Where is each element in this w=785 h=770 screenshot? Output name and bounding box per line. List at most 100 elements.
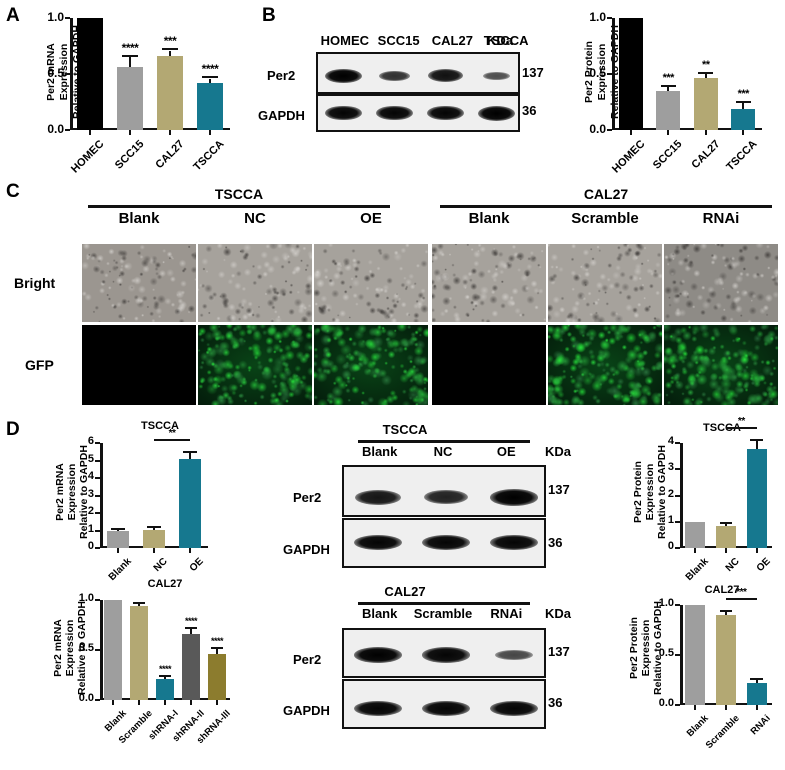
- blot-band: [424, 490, 468, 505]
- y-tick-mark: [675, 442, 680, 444]
- error-bar-cap: [121, 55, 139, 58]
- panel-d-cal27-kda-per2: 137: [548, 644, 570, 659]
- blot-band: [353, 534, 403, 551]
- x-tick-mark: [755, 705, 758, 710]
- panel-a-letter: A: [6, 5, 20, 26]
- panel-d-cal27-mrna-xticklabels: Blank Scramble shRNA-I shRNA-II shRNA-III: [100, 702, 245, 752]
- panel-d-cal27-protein-title: CAL27: [704, 584, 740, 596]
- y-axis: [70, 18, 73, 130]
- panel-c-rule-tscca: [88, 205, 390, 208]
- panel-d-cal27-row-label-gapdh: GAPDH: [283, 703, 330, 718]
- y-tick-label: 0.0: [78, 692, 94, 704]
- error-bar: [190, 629, 192, 634]
- panel-d-cal27-mrna-chart: **** **** ****: [95, 599, 230, 705]
- error-bar-cap: [161, 48, 179, 51]
- blot-lane-label: TSCCA: [483, 33, 529, 48]
- significance-bracket: [726, 426, 757, 429]
- panel-c-brightfield-image: [198, 244, 312, 322]
- panel-d-cal27-blot-per2: [342, 628, 546, 678]
- panel-d-tscca-protein-chart: **: [675, 416, 772, 553]
- panel-d-tscca-row-label-per2: Per2: [293, 490, 322, 505]
- y-tick-mark: [95, 599, 100, 601]
- significance-marker: ***: [163, 34, 177, 49]
- y-tick-label: 5: [87, 452, 94, 465]
- panel-d-cal27-protein-yticks: 0.0 0.5 1.0: [648, 598, 680, 709]
- y-tick-mark: [675, 547, 680, 549]
- y-tick-label: 0.5: [47, 66, 64, 80]
- panel-c-gfp-image: [82, 325, 196, 405]
- error-bar: [667, 87, 670, 91]
- y-tick-label: 0: [667, 540, 674, 552]
- blot-band: [489, 488, 539, 506]
- y-tick-mark: [675, 468, 680, 471]
- y-tick-mark: [607, 17, 612, 19]
- significance-marker: ****: [158, 663, 172, 674]
- significance-marker: ***: [737, 88, 750, 101]
- error-bar-cap: [698, 72, 714, 74]
- panel-a-chart: **** *** ****: [65, 17, 230, 135]
- panel-b-blot-per2: [316, 52, 520, 94]
- error-bar: [117, 530, 119, 532]
- y-tick-mark: [95, 699, 100, 701]
- y-tick-label: 0: [87, 540, 94, 552]
- panel-c-brightfield-image: [82, 244, 196, 322]
- error-bar: [189, 452, 191, 460]
- x-tick-mark: [138, 700, 140, 705]
- y-axis: [612, 18, 615, 130]
- panel-b-chart: *** ** ***: [607, 17, 762, 135]
- error-bar-cap: [719, 610, 733, 612]
- error-bar-cap: [719, 522, 733, 525]
- panel-c-column-label: OE: [360, 210, 382, 227]
- bar-homec: [77, 18, 103, 130]
- error-bar: [216, 649, 218, 654]
- bar-oe: [179, 459, 201, 548]
- significance-bracket: [726, 598, 757, 600]
- y-tick-label: 0.5: [658, 647, 674, 659]
- panel-c-gfp-image: [314, 325, 428, 405]
- y-tick-mark: [675, 654, 680, 656]
- x-tick-mark: [164, 700, 166, 705]
- y-axis: [680, 443, 683, 548]
- error-bar-cap: [133, 602, 145, 604]
- bar-scc15: [117, 67, 143, 130]
- panel-d-tscca-row-label-gapdh: GAPDH: [283, 542, 330, 557]
- bar-blank: [685, 605, 706, 705]
- y-tick-mark: [675, 520, 680, 523]
- blot-band: [325, 68, 362, 83]
- panel-c-gfp-image: [198, 325, 312, 405]
- y-tick-label: 0.0: [47, 122, 64, 136]
- panel-b-kda-header: KDa: [487, 33, 514, 48]
- panel-d-cal27-row-label-per2: Per2: [293, 652, 322, 667]
- panel-d-tscca-protein-title: TSCCA: [703, 422, 741, 434]
- y-tick-mark: [95, 494, 100, 497]
- blot-band: [353, 647, 403, 663]
- bar-nc: [716, 525, 736, 548]
- bar-shrna-iii: [208, 654, 226, 700]
- y-tick-label: 3: [87, 487, 94, 500]
- significance-marker: **: [737, 415, 745, 427]
- blot-band: [489, 534, 539, 551]
- bar-shrna-i: [156, 679, 174, 700]
- bar-blank: [104, 600, 122, 700]
- panel-d-cal27-protein-chart: ***: [675, 588, 772, 710]
- panel-d-cal27-mrna-yticks: 0.0 0.5 1.0: [66, 593, 100, 704]
- error-bar: [742, 103, 745, 109]
- error-bar: [153, 527, 155, 530]
- significance-marker: ***: [736, 587, 747, 598]
- panel-d-letter: D: [6, 419, 20, 440]
- blot-lane-label: HOMEC: [320, 33, 370, 48]
- blot-lane-label: OE: [496, 444, 516, 459]
- error-bar-cap: [750, 678, 764, 680]
- panel-d-tscca-lane-labels: Blank NC OE: [348, 444, 538, 460]
- blot-band: [421, 700, 471, 717]
- blot-band: [495, 649, 533, 661]
- blot-band: [428, 69, 463, 83]
- x-tick-mark: [704, 130, 707, 135]
- blot-band: [379, 70, 410, 82]
- significance-marker: ****: [121, 41, 139, 56]
- error-bar-cap: [182, 450, 198, 453]
- panel-c-letter: C: [6, 181, 20, 202]
- y-tick-label: 1.0: [47, 10, 64, 24]
- y-tick-label: 2: [87, 505, 94, 517]
- panel-d-tscca-protein-ylabel: Per2 Protein Expression Relative to GAPD…: [632, 445, 668, 539]
